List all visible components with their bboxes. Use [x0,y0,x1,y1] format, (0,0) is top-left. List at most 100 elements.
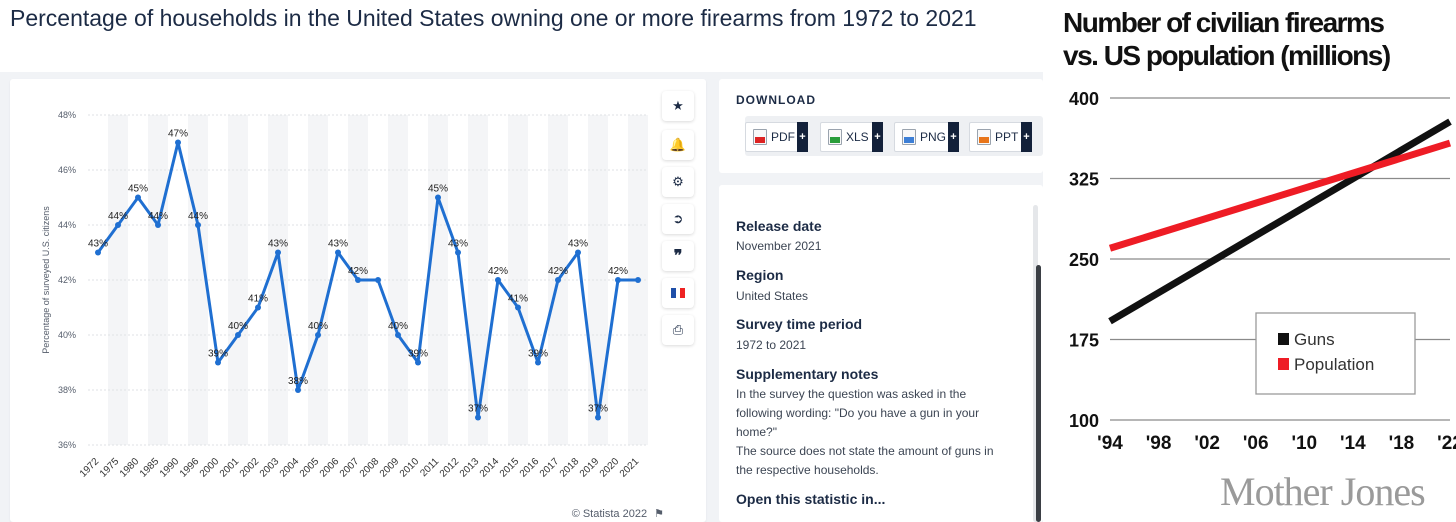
copyright-text: © Statista 2022 ⚑ [572,507,664,520]
print-icon: ⎙ [672,322,684,337]
x-tick-label: 2018 [558,456,582,480]
y-tick-label: 48% [58,110,76,120]
data-label: 42% [488,266,508,277]
mj-x-tick-label: '06 [1243,433,1269,454]
data-label: 44% [148,211,168,222]
notes-line-1: In the survey the question was asked in … [736,387,967,401]
share-icon: ➲ [672,211,684,226]
x-tick-label: 2009 [378,456,402,480]
y-tick-label: 44% [58,220,76,230]
data-point [575,249,581,256]
mother-jones-panel: Number of civilian firearms vs. US popul… [1043,0,1456,522]
data-label: 39% [528,349,548,360]
print-button[interactable]: ⎙ [662,315,694,345]
mj-y-tick-label: 250 [1069,250,1099,270]
y-tick-label: 46% [58,165,76,175]
x-tick-label: 2001 [218,456,242,480]
firearm-ownership-chart: 36% 38% 40% 42% 44% 46% 48% Percentage of surve… [41,110,648,480]
quote-icon: ❞ [673,248,683,265]
page-title: Percentage of households in the United S… [10,2,1040,40]
x-tick-label: 2003 [258,456,282,480]
x-tick-label: 1990 [158,456,182,480]
x-tick-label: 2019 [578,456,602,480]
mj-legend-label: Population [1294,355,1374,374]
data-point [535,359,541,366]
x-tick-label: 2013 [458,456,482,480]
notes-line-4: The source does not state the amount of … [736,444,994,458]
survey-period-label: Survey time period [736,316,863,332]
mj-title-line-1: Number of civilian firearms [1063,7,1385,38]
x-tick-label: 2017 [538,456,562,480]
release-date-label: Release date [736,218,822,234]
data-line [96,141,638,419]
x-tick-label: 2000 [198,456,222,480]
flag-icon[interactable]: ⚑ [654,508,664,520]
x-tick-label: 2006 [318,456,342,480]
info-panel: Release date November 2021 Region United… [719,185,1043,522]
mj-legend-box [1255,312,1416,395]
data-label: 45% [128,184,148,195]
info-scrollbar-track[interactable] [1033,205,1038,522]
data-point [435,194,441,201]
data-label: 40% [308,321,328,332]
mj-legend-swatch [1278,333,1289,345]
data-label: 41% [248,294,268,305]
y-axis-label: Percentage of surveyed U.S. citizens [41,206,51,354]
mj-x-tick-label: '98 [1146,433,1172,454]
download-png-button[interactable]: PNG + [894,122,959,152]
mj-x-tick-label: '10 [1291,433,1317,454]
pdf-label: PDF [771,130,795,144]
mother-jones-logo: Mother Jones [1220,469,1426,514]
x-tick-label: 2021 [618,456,642,480]
x-tick-label: 2012 [438,456,462,480]
x-tick-label: 2020 [598,456,622,480]
x-tick-label: 2010 [398,456,422,480]
data-point [255,304,261,311]
notes-line-3: home?" [736,425,777,439]
mj-legend-swatch [1278,358,1289,370]
x-tick-label: 1985 [138,456,162,480]
favorite-button[interactable]: ★ [662,91,694,121]
data-label: 40% [388,321,408,332]
share-button[interactable]: ➲ [662,204,694,234]
download-ppt-button[interactable]: PPT + [969,122,1032,152]
data-label: 43% [568,239,588,250]
data-point [295,387,301,393]
mj-x-tick-label: '14 [1340,433,1366,454]
x-tick-label: 1980 [118,456,142,480]
data-point [235,332,241,338]
data-label: 43% [88,239,108,250]
mj-y-tick-label: 100 [1069,411,1099,431]
x-tick-label: 2008 [358,456,382,480]
download-pdf-button[interactable]: PDF + [745,122,808,152]
y-tick-label: 40% [58,330,76,340]
x-tick-label: 2014 [478,456,502,480]
data-point [155,222,161,228]
mj-title-line-2: vs. US population (millions) [1063,40,1391,71]
data-label: 44% [188,211,208,222]
plus-icon: + [797,122,808,152]
data-label: 40% [228,321,248,332]
settings-button[interactable]: ⚙ [662,167,694,197]
mj-guns-line [1108,118,1452,325]
info-scrollbar-thumb[interactable] [1036,265,1041,522]
supplementary-notes-label: Supplementary notes [736,366,879,382]
x-tick-label: 2007 [338,456,362,480]
mj-population-line [1108,139,1452,252]
data-label: 41% [508,294,528,305]
download-xls-button[interactable]: XLS + [820,122,883,152]
data-point [215,359,221,366]
data-point [415,359,421,366]
data-point [635,277,641,283]
data-point [515,304,521,311]
data-label: 42% [548,266,568,277]
x-tick-label: 2002 [238,456,262,480]
language-button[interactable] [662,278,694,308]
cite-button[interactable]: ❞ [662,241,694,271]
data-label: 38% [288,376,308,387]
data-point [135,194,141,201]
notification-button[interactable]: 🔔 [662,130,694,160]
mj-chart-title: Number of civilian firearms vs. US popul… [1063,6,1453,72]
y-tick-label: 36% [58,440,76,450]
open-statistic-link[interactable]: Open this statistic in... [736,491,886,507]
